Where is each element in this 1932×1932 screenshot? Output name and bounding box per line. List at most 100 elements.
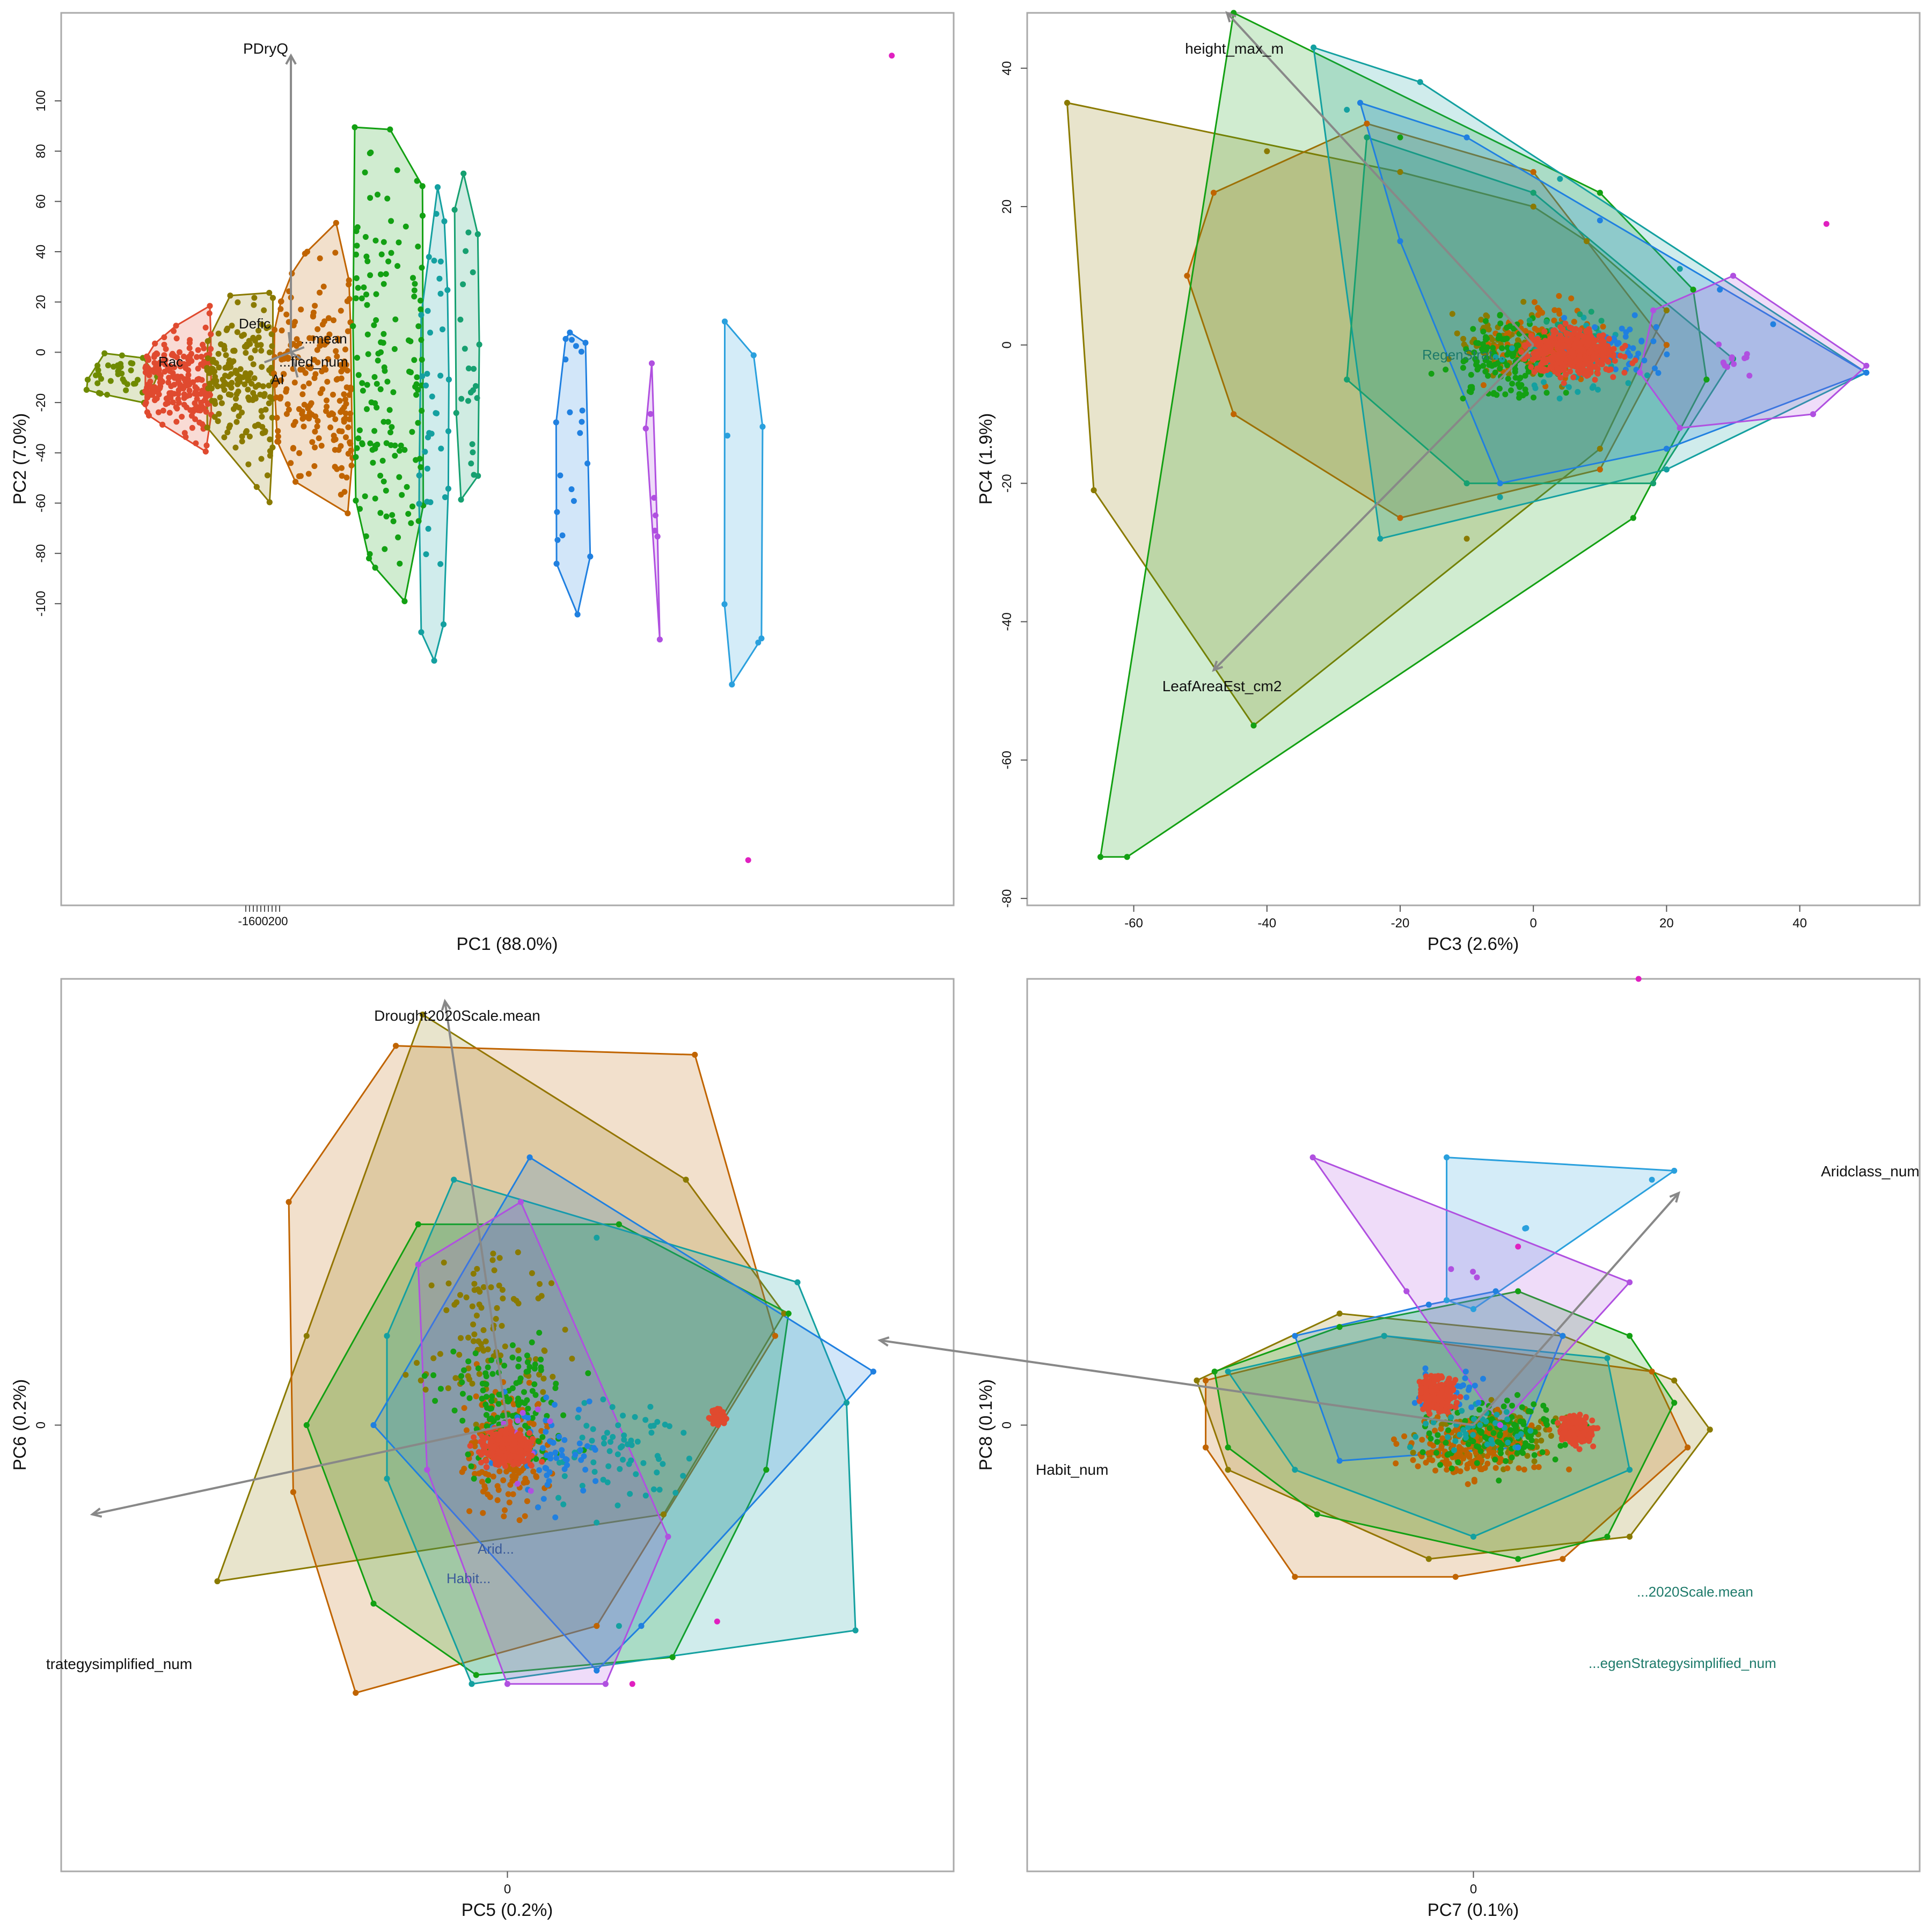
point-p3-green [484, 1423, 490, 1429]
point-p2-olive [1584, 238, 1590, 244]
point-p2-red [1621, 369, 1628, 376]
point-p1-green [411, 287, 418, 294]
point-p4-green [1504, 1397, 1510, 1404]
point-p2-teal [1565, 384, 1572, 390]
point-p1-red [198, 361, 204, 368]
point-p1-blue [554, 537, 561, 543]
point-p3-olive [480, 1284, 487, 1290]
point-p2-green [1471, 349, 1477, 356]
point-p2-red [1543, 350, 1549, 356]
point-p1-blue [568, 486, 575, 493]
point-p4-brown-orange [1521, 1466, 1527, 1473]
point-p1-teal-green [470, 269, 476, 275]
pc1-crowded-tick-label: -1600200 [238, 914, 288, 928]
point-p2-teal-green [1588, 309, 1594, 315]
point-p3-brown-orange [510, 1491, 516, 1497]
point-p1-teal [423, 551, 429, 558]
point-p2-green [1480, 363, 1487, 369]
point-p1-teal [422, 449, 428, 455]
point-p1-teal [437, 372, 444, 379]
point-p4-red [1566, 1435, 1572, 1441]
point-p1-olive [232, 402, 239, 409]
point-p4-green [1475, 1444, 1482, 1450]
point-p3-green [509, 1355, 516, 1360]
loading-label-habit-num: Habit_num [1036, 1461, 1108, 1478]
point-p4-teal [1430, 1419, 1437, 1425]
point-p1-olive [235, 299, 241, 305]
point-p1-red [159, 421, 166, 428]
point-p1-green [390, 389, 397, 396]
loading-label-mean: ...mean [301, 331, 347, 347]
point-p1-brown-orange [339, 465, 345, 471]
point-p1-green [364, 258, 371, 265]
point-p1-green [394, 263, 401, 269]
point-p3-red [503, 1425, 510, 1431]
point-p2-green [1482, 318, 1489, 324]
point-p1-green [361, 284, 367, 290]
point-p1-brown-orange [301, 384, 307, 390]
point-p3-olive [491, 1267, 497, 1274]
pc3-tick-label: -40 [1257, 916, 1276, 931]
point-p2-red [1567, 359, 1574, 365]
point-p1-olive [266, 349, 273, 356]
point-p3-brown-orange [522, 1513, 528, 1519]
point-p2-blue [1863, 369, 1870, 376]
point-p1-green [418, 336, 425, 343]
point-p3-green [536, 1438, 541, 1445]
point-p1-blue [573, 343, 579, 349]
point-p1-teal [437, 561, 444, 567]
point-p1-brown-orange [314, 418, 321, 424]
point-p4-brown-orange [1531, 1464, 1538, 1470]
point-p2-blue [1631, 312, 1638, 318]
point-p2-red [1574, 339, 1580, 346]
point-p4-brown-orange [1528, 1422, 1535, 1429]
point-p1-red [199, 377, 205, 383]
point-p4-brown-orange [1432, 1467, 1439, 1474]
point-p1-brown-orange [333, 348, 339, 354]
point-p1-brown-orange [305, 471, 312, 477]
point-p3-teal [648, 1430, 655, 1436]
point-p3-blue [584, 1443, 590, 1450]
point-p3-green [483, 1381, 489, 1387]
point-p2-red [1560, 350, 1567, 357]
point-p1-olive [209, 369, 216, 375]
point-p3-brown-orange [463, 1427, 470, 1433]
point-p2-red [1567, 349, 1574, 355]
point-p1-brown-orange [314, 359, 321, 365]
point-p1-olive-green [118, 361, 124, 367]
point-p2-teal [1377, 536, 1384, 542]
point-p1-brown-orange [331, 317, 336, 324]
point-p3-teal [579, 1483, 586, 1489]
point-p2-red [1563, 371, 1569, 378]
point-p4-teal [1527, 1428, 1534, 1434]
point-p2-red [1575, 368, 1581, 374]
point-p1-brown-orange [346, 392, 353, 398]
point-p4-green [1492, 1457, 1498, 1463]
point-p3-green [521, 1389, 527, 1395]
point-p4-green [1515, 1288, 1521, 1294]
point-p1-brown-orange [332, 250, 339, 256]
point-p4-green [1540, 1402, 1547, 1409]
point-p4-blue [1466, 1387, 1472, 1393]
point-p3-red [501, 1460, 507, 1467]
point-p4-teal [1501, 1424, 1507, 1431]
point-p3-green [482, 1401, 489, 1408]
point-p1-brown-orange [277, 394, 284, 400]
point-p1-olive-green [119, 352, 125, 358]
point-p4-green [1433, 1450, 1440, 1456]
point-p4-red [1429, 1388, 1435, 1395]
point-p1-sky-blue [721, 601, 728, 608]
point-p2-brown-orange [1531, 299, 1538, 305]
point-p4-green [1509, 1454, 1515, 1461]
point-p4-brown-orange [1438, 1425, 1444, 1432]
point-p1-green [355, 284, 361, 291]
point-p1-red [193, 440, 199, 447]
point-p2-brown-orange [1551, 317, 1557, 324]
point-p1-brown-orange [290, 445, 296, 451]
point-p3-red [519, 1454, 525, 1461]
point-p4-red [1457, 1394, 1463, 1400]
hull-p1-teal-green [453, 173, 480, 502]
point-p1-green [353, 497, 359, 504]
point-p2-brown-orange [1539, 310, 1546, 316]
point-p3-green [486, 1416, 493, 1422]
